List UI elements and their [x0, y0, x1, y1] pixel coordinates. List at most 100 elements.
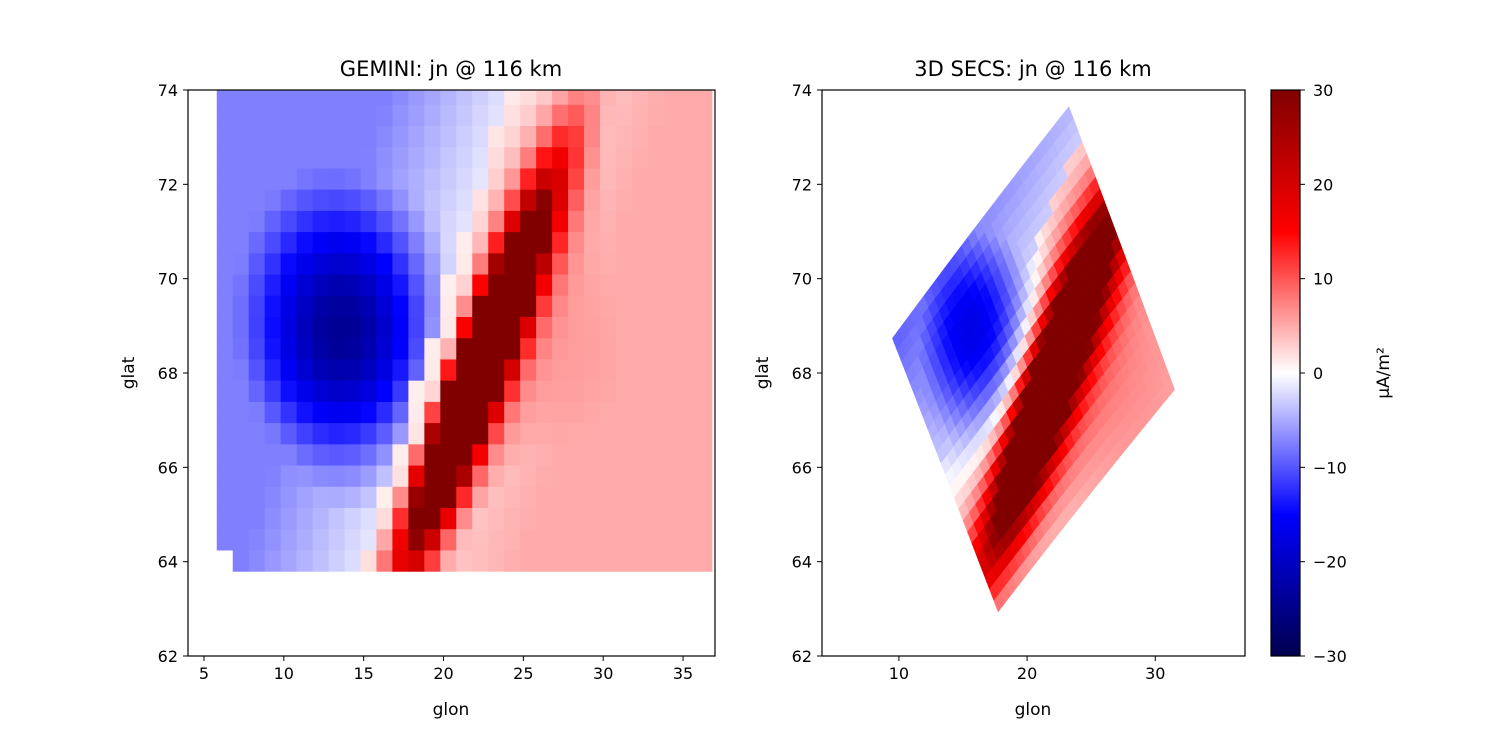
gemini-cell [695, 549, 713, 572]
gemini-cell [312, 464, 330, 487]
gemini-cell [663, 273, 681, 296]
gemini-cell [647, 422, 665, 445]
gemini-ytick-label: 70 [158, 270, 178, 289]
gemini-cell [584, 443, 601, 466]
gemini-cell [392, 252, 409, 275]
gemini-cell [424, 549, 441, 572]
gemini-cell [679, 316, 697, 339]
gemini-cell [504, 90, 521, 105]
gemini-cell [456, 104, 473, 126]
gemini-cell [232, 358, 250, 381]
colorbar-tick-label: 0 [1313, 364, 1323, 383]
colorbar-tick-label: 20 [1313, 175, 1333, 194]
gemini-cell [344, 358, 362, 381]
gemini-cell [584, 252, 601, 275]
gemini-cell [376, 104, 394, 126]
gemini-cell [296, 295, 314, 317]
gemini-cell [456, 90, 473, 105]
gemini-cell [232, 273, 250, 296]
gemini-cell [631, 507, 649, 530]
gemini-cell [615, 125, 633, 148]
gemini-cell [280, 337, 298, 360]
gemini-cell [536, 210, 553, 233]
gemini-cell [568, 210, 585, 233]
gemini-cell [695, 125, 713, 148]
gemini-cell [504, 401, 521, 424]
gemini-cell [264, 486, 282, 509]
gemini-cell [568, 295, 585, 317]
gemini-cell [328, 528, 346, 551]
gemini-cell [424, 167, 441, 190]
gemini-cell [440, 167, 457, 190]
gemini-cell [312, 549, 330, 572]
gemini-cell [392, 358, 409, 381]
gemini-cell [280, 273, 298, 296]
gemini-cell [328, 507, 346, 530]
gemini-cell [552, 189, 569, 211]
gemini-cell [328, 401, 346, 424]
gemini-cell [695, 507, 713, 530]
gemini-cell [568, 146, 585, 169]
gemini-cell [264, 104, 282, 126]
gemini-cell [663, 549, 681, 572]
gemini-cell [328, 316, 346, 339]
gemini-cell [504, 295, 521, 317]
gemini-cell [647, 549, 665, 572]
gemini-cell [647, 252, 665, 275]
gemini-cell [504, 273, 521, 296]
gemini-cell [504, 210, 521, 233]
gemini-cell [584, 104, 601, 126]
gemini-cell [344, 380, 362, 402]
gemini-cell [312, 104, 330, 126]
gemini-cell [328, 486, 346, 509]
gemini-cell [264, 528, 282, 551]
gemini-cell [456, 231, 473, 254]
gemini-cell [615, 422, 633, 445]
gemini-cell [568, 90, 585, 105]
gemini-cell [296, 380, 314, 402]
gemini-cell [520, 528, 537, 551]
gemini-cell [376, 295, 394, 317]
gemini-xtick-label: 35 [673, 664, 693, 683]
gemini-cell [552, 231, 569, 254]
gemini-cell [232, 125, 250, 148]
gemini-cell [488, 104, 505, 126]
gemini-cell [264, 90, 282, 105]
gemini-cell [360, 167, 378, 190]
gemini-cell [296, 90, 314, 105]
gemini-cell [695, 401, 713, 424]
gemini-cell [584, 549, 601, 572]
gemini-cell [312, 210, 330, 233]
gemini-cell [376, 401, 394, 424]
gemini-cell [520, 316, 537, 339]
gemini-cell [296, 422, 314, 445]
colorbar-tick-label: −10 [1313, 458, 1347, 477]
gemini-cell [216, 380, 234, 402]
gemini-cell [600, 90, 617, 105]
gemini-cell [392, 549, 409, 572]
gemini-cell [647, 210, 665, 233]
gemini-cell [456, 549, 473, 572]
gemini-cell [663, 486, 681, 509]
gemini-cell [600, 210, 617, 233]
gemini-cell [440, 486, 457, 509]
gemini-cell [679, 210, 697, 233]
gemini-cell [392, 464, 409, 487]
gemini-cell [344, 104, 362, 126]
gemini-cell [663, 252, 681, 275]
gemini-cell [216, 337, 234, 360]
gemini-ytick-label: 66 [158, 458, 178, 477]
gemini-cell [472, 146, 489, 169]
gemini-cell [647, 358, 665, 381]
gemini-cell [472, 337, 489, 360]
gemini-cell [520, 104, 537, 126]
gemini-cell [695, 358, 713, 381]
secs-ytick-label: 64 [792, 553, 812, 572]
gemini-cell [328, 231, 346, 254]
gemini-cell [392, 90, 409, 105]
gemini-cell [216, 125, 234, 148]
gemini-cell [392, 146, 409, 169]
gemini-cell [344, 231, 362, 254]
gemini-cell [679, 401, 697, 424]
gemini-cell [360, 316, 378, 339]
